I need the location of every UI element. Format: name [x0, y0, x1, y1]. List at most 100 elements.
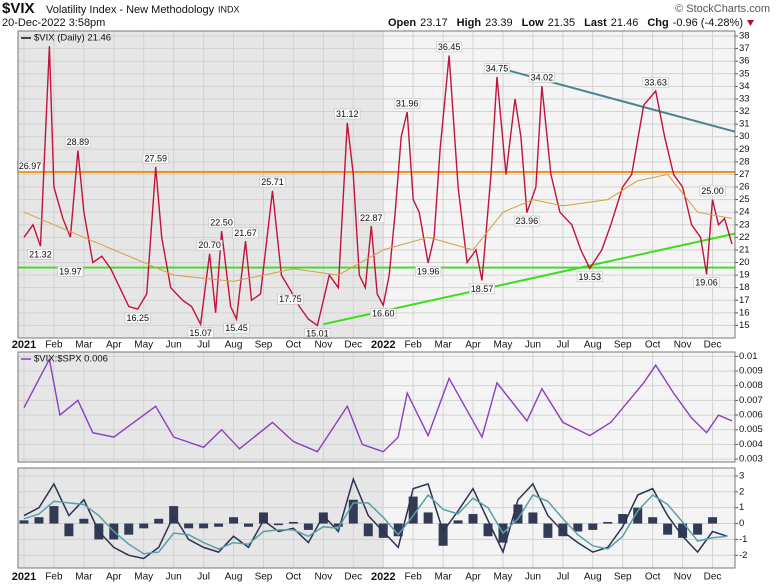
- histogram-bar: [154, 518, 164, 524]
- x-tick-label: May: [134, 572, 153, 583]
- y-tick-label: 28: [739, 156, 750, 167]
- histogram-bar: [588, 523, 598, 530]
- peak-label-box: [693, 277, 720, 288]
- plot-frame: [17, 30, 736, 339]
- y-tick-label: 32: [739, 106, 750, 117]
- y-tick-label: -2: [739, 550, 747, 561]
- x-tick-label: 2022: [371, 339, 395, 351]
- peak-label: 28.89: [67, 137, 90, 147]
- peak-label-box: [642, 77, 669, 88]
- histogram-bar: [184, 523, 194, 529]
- y-tick-label: 0.009: [739, 366, 763, 377]
- histogram-bar: [558, 523, 568, 537]
- histogram-bar: [678, 523, 688, 538]
- histogram-bar: [453, 520, 463, 524]
- quote-value: 21.46: [611, 17, 639, 29]
- x-tick-label: Feb: [405, 572, 423, 583]
- x-tick-label: Jul: [556, 572, 569, 583]
- histogram-bar: [19, 520, 29, 524]
- histogram-bar: [49, 506, 59, 524]
- peak-label-box: [232, 227, 259, 239]
- x-tick-label: Nov: [314, 340, 332, 351]
- peak-label: 36.45: [438, 42, 461, 52]
- peak-label-box: [394, 98, 421, 109]
- x-tick-label: Sep: [614, 572, 632, 583]
- peak-label-box: [142, 153, 169, 164]
- x-tick-label: Jun: [525, 340, 541, 351]
- peak-label-box: [57, 266, 84, 277]
- peak-label: 21.67: [234, 228, 257, 238]
- histogram-bar: [79, 518, 89, 524]
- histogram-bar: [663, 523, 673, 535]
- down-arrow: [746, 20, 754, 26]
- peak-label: 17.75: [279, 294, 302, 304]
- peak-label: 25.71: [261, 177, 284, 187]
- peak-label: 19.97: [59, 266, 82, 276]
- y-tick-label: 0: [739, 518, 744, 529]
- histogram-bar: [273, 523, 283, 526]
- histogram-bar: [139, 523, 149, 529]
- legend-label: $VIX (Daily) 21.46: [34, 33, 111, 44]
- quote-label: Low: [522, 17, 544, 29]
- y-tick-label: 0.003: [739, 454, 763, 465]
- y-tick-label: 24: [739, 207, 750, 218]
- x-tick-label: Feb: [405, 340, 423, 351]
- x-tick-label: Dec: [704, 572, 722, 583]
- peak-label: 31.12: [336, 109, 359, 119]
- peak-label: 26.97: [19, 161, 42, 171]
- y-tick-label: 23: [739, 219, 750, 230]
- y-tick-label: 33: [739, 93, 750, 104]
- y-tick-label: 22: [739, 232, 750, 243]
- peak-label: 23.96: [516, 216, 539, 226]
- quote-value: 23.39: [485, 17, 513, 29]
- y-tick-label: 3: [739, 470, 744, 481]
- peak-label: 33.63: [644, 77, 667, 87]
- x-tick-label: Aug: [225, 572, 243, 583]
- x-tick-label: Jul: [197, 340, 210, 351]
- peak-label: 15.01: [306, 329, 329, 339]
- security-name: Volatility Index - New Methodology: [46, 4, 215, 16]
- peak-label-box: [277, 293, 304, 305]
- y-tick-label: 0.007: [739, 395, 763, 406]
- quote-value: 21.35: [548, 17, 576, 29]
- y-tick-label: 37: [739, 43, 750, 54]
- x-tick-label: Apr: [106, 572, 122, 583]
- peak-label: 19.06: [695, 278, 718, 288]
- y-tick-label: 1: [739, 502, 744, 513]
- peak-label: 16.25: [126, 313, 149, 323]
- x-tick-label: Nov: [314, 572, 332, 583]
- histogram-bar: [199, 523, 209, 529]
- histogram-bar: [64, 523, 74, 537]
- panel: 2021 Feb Mar Apr May Jun Jul Aug Sep Oct Nov Dec 202…: [12, 467, 747, 583]
- y-tick-label: 0.01: [739, 351, 758, 362]
- peak-label: 18.57: [471, 284, 494, 294]
- x-tick-label: Nov: [674, 572, 692, 583]
- histogram-bar: [633, 507, 643, 524]
- y-tick-label: 35: [739, 68, 750, 79]
- histogram-bar: [258, 512, 268, 524]
- peak-label: 25.00: [701, 186, 724, 196]
- quote-label: Last: [584, 17, 607, 29]
- x-tick-label: Dec: [704, 340, 722, 351]
- y-tick-label: -1: [739, 534, 747, 545]
- histogram-bar: [288, 521, 298, 524]
- peak-label-box: [334, 108, 361, 120]
- x-tick-label: Apr: [465, 572, 481, 583]
- exchange: INDX: [218, 4, 240, 14]
- histogram-bar: [693, 523, 703, 535]
- quote-value: 23.17: [420, 17, 448, 29]
- series-line: [23, 173, 733, 282]
- peak-label-box: [208, 217, 235, 228]
- peak-label-box: [16, 160, 44, 172]
- peak-label-box: [370, 308, 397, 319]
- peak-label: 16.60: [372, 309, 395, 319]
- x-tick-label: Nov: [674, 340, 692, 351]
- histogram-bar: [393, 523, 403, 537]
- y-tick-label: 0.006: [739, 410, 763, 421]
- x-tick-label: Sep: [614, 340, 632, 351]
- y-tick-label: 25: [739, 194, 750, 205]
- histogram-bar: [214, 523, 224, 527]
- series-line: [23, 46, 733, 327]
- x-tick-label: Mar: [75, 340, 93, 351]
